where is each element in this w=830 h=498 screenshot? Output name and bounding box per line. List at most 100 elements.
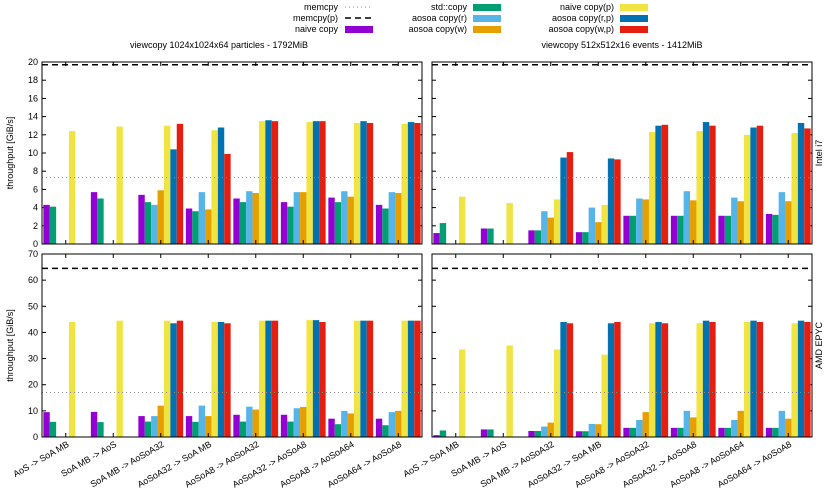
bar xyxy=(601,204,608,244)
bar xyxy=(765,427,773,437)
bar xyxy=(157,190,164,244)
bar xyxy=(528,430,535,437)
bar xyxy=(163,125,171,244)
bar xyxy=(718,215,725,244)
bar xyxy=(487,228,494,244)
bar xyxy=(731,197,738,244)
bar xyxy=(614,321,621,437)
bar xyxy=(388,192,396,244)
bar xyxy=(151,416,158,437)
legend-swatch xyxy=(473,15,501,22)
bar xyxy=(655,321,662,437)
bar xyxy=(648,323,656,437)
bar xyxy=(804,128,811,244)
y-tick-label: 0 xyxy=(33,239,38,249)
bar xyxy=(280,202,288,244)
bar xyxy=(655,125,662,244)
legend-label: aosoa copy(r,p) xyxy=(552,13,614,23)
bar xyxy=(198,192,206,244)
bar xyxy=(334,202,342,244)
bar xyxy=(553,349,561,437)
bar xyxy=(623,215,630,244)
bar xyxy=(293,408,301,437)
bar xyxy=(553,199,561,244)
bar xyxy=(560,157,567,244)
bar xyxy=(661,323,669,437)
bar xyxy=(797,320,805,437)
bar xyxy=(293,192,301,244)
bar xyxy=(328,197,335,244)
bar xyxy=(607,323,615,437)
bar xyxy=(765,213,773,244)
bar xyxy=(90,192,98,244)
y-tick-label: 12 xyxy=(28,130,38,140)
bar xyxy=(566,152,574,244)
plot-frame xyxy=(41,61,423,245)
bar xyxy=(211,130,218,244)
bar xyxy=(566,323,574,437)
bar xyxy=(785,201,792,244)
bar xyxy=(607,158,615,244)
bar xyxy=(480,228,488,244)
bar xyxy=(176,123,184,244)
bar xyxy=(756,321,764,437)
bar xyxy=(414,320,421,437)
bar xyxy=(258,320,266,437)
y-tick-label: 60 xyxy=(28,275,38,285)
bar xyxy=(677,427,684,437)
bar xyxy=(661,124,669,244)
legend-label: aosoa copy(w) xyxy=(408,24,467,34)
bar xyxy=(506,345,513,437)
bar xyxy=(287,421,294,437)
bar xyxy=(239,421,247,437)
bar xyxy=(458,349,466,437)
bar xyxy=(595,222,602,244)
bar xyxy=(750,320,757,437)
bar xyxy=(300,406,307,437)
bar xyxy=(731,420,738,437)
bar xyxy=(480,429,488,437)
bar xyxy=(97,422,104,437)
y-tick-label: 20 xyxy=(28,380,38,390)
bar xyxy=(636,198,643,244)
bar xyxy=(724,427,732,437)
bar xyxy=(407,320,415,437)
bar xyxy=(382,208,389,244)
row-label: AMD EPYC xyxy=(814,321,824,369)
column-title: viewcopy 1024x1024x64 particles - 1792Mi… xyxy=(130,40,308,50)
bar xyxy=(138,416,145,437)
bar xyxy=(375,418,383,437)
bar xyxy=(718,427,725,437)
bar xyxy=(319,321,326,437)
y-tick-label: 4 xyxy=(33,203,38,213)
y-axis-label: throughput [GiB/s] xyxy=(5,117,15,190)
bar xyxy=(743,134,751,244)
bar xyxy=(623,427,630,437)
legend-label: aosoa copy(w,p) xyxy=(548,24,614,34)
bar xyxy=(265,120,272,244)
bar xyxy=(211,321,218,437)
bar xyxy=(334,424,342,437)
bar xyxy=(97,198,104,244)
bar xyxy=(642,412,649,437)
bar xyxy=(312,320,320,437)
bar xyxy=(49,421,57,437)
bar xyxy=(224,323,231,437)
bar xyxy=(341,410,348,437)
bar xyxy=(506,203,513,244)
bar xyxy=(709,321,716,437)
bar xyxy=(192,211,199,244)
legend-swatch xyxy=(620,4,648,11)
bar xyxy=(575,431,583,437)
y-tick-label: 0 xyxy=(33,432,38,442)
bar xyxy=(328,418,335,437)
y-tick-label: 16 xyxy=(28,93,38,103)
bar xyxy=(433,233,440,244)
bar xyxy=(743,321,751,437)
bar xyxy=(629,215,637,244)
bar xyxy=(737,410,744,437)
y-tick-label: 18 xyxy=(28,75,38,85)
bar xyxy=(306,320,313,437)
bar xyxy=(271,320,279,437)
plot-frame xyxy=(431,61,813,245)
